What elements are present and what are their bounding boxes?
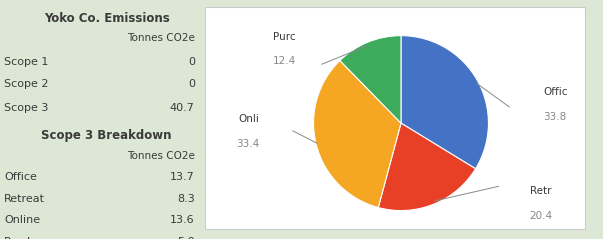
Text: Scope 2: Scope 2 [4,79,49,89]
Text: Purchases: Purchases [4,237,60,239]
Text: Yoko Co. Emissions: Yoko Co. Emissions [44,12,169,25]
Text: Tonnes CO2e: Tonnes CO2e [127,33,195,43]
Text: 33.4: 33.4 [236,139,259,148]
Text: Scope 3 Breakdown: Scope 3 Breakdown [42,129,172,142]
Text: Retreat: Retreat [4,194,45,204]
Text: 0: 0 [188,57,195,67]
Text: Tonnes CO2e: Tonnes CO2e [127,151,195,161]
Wedge shape [401,36,488,169]
Text: Scope 1: Scope 1 [4,57,48,67]
Text: 12.4: 12.4 [273,56,296,66]
Text: Offic: Offic [543,87,567,97]
Text: 13.6: 13.6 [170,215,195,225]
Text: 13.7: 13.7 [170,172,195,182]
Wedge shape [378,123,476,211]
Wedge shape [314,60,401,207]
Text: 0: 0 [188,79,195,89]
Text: 5.0: 5.0 [177,237,195,239]
Text: Scope 3: Scope 3 [4,103,48,113]
Text: 33.8: 33.8 [543,112,566,122]
Wedge shape [340,36,401,123]
Text: 40.7: 40.7 [170,103,195,113]
Text: 8.3: 8.3 [177,194,195,204]
Text: Onli: Onli [238,114,259,124]
Text: Online: Online [4,215,40,225]
Text: Purc: Purc [273,32,296,42]
Text: 20.4: 20.4 [529,211,553,221]
Text: Office: Office [4,172,37,182]
Text: Retr: Retr [529,186,551,196]
